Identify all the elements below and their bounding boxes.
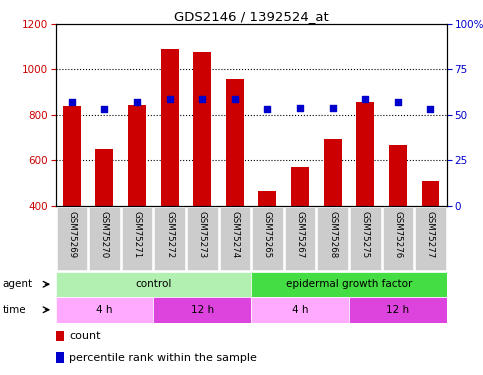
Point bbox=[329, 105, 337, 111]
Bar bbox=[226, 79, 244, 206]
Bar bbox=[251, 272, 447, 297]
Bar bbox=[415, 207, 446, 270]
Text: control: control bbox=[135, 279, 171, 289]
Point bbox=[361, 96, 369, 102]
Point bbox=[426, 106, 434, 112]
Text: 12 h: 12 h bbox=[191, 305, 214, 315]
Text: GSM75271: GSM75271 bbox=[132, 211, 142, 258]
Bar bbox=[220, 207, 250, 270]
Bar bbox=[96, 149, 114, 206]
Text: 4 h: 4 h bbox=[292, 305, 308, 315]
Text: 4 h: 4 h bbox=[96, 305, 113, 315]
Text: GSM75270: GSM75270 bbox=[100, 211, 109, 258]
Text: GSM75268: GSM75268 bbox=[328, 211, 337, 258]
Bar bbox=[317, 207, 348, 270]
Bar bbox=[285, 207, 315, 270]
Point bbox=[68, 99, 76, 105]
Text: GSM75274: GSM75274 bbox=[230, 211, 240, 258]
Bar bbox=[56, 331, 64, 341]
Text: GSM75269: GSM75269 bbox=[67, 211, 76, 258]
Bar bbox=[128, 105, 146, 206]
Point bbox=[296, 105, 304, 111]
Text: GSM75276: GSM75276 bbox=[393, 211, 402, 258]
Point bbox=[166, 96, 173, 102]
Point bbox=[264, 106, 271, 112]
Point bbox=[394, 99, 402, 105]
Point bbox=[100, 106, 108, 112]
Bar bbox=[383, 207, 413, 270]
Bar bbox=[356, 102, 374, 206]
Bar bbox=[389, 145, 407, 206]
Bar bbox=[252, 207, 283, 270]
Title: GDS2146 / 1392524_at: GDS2146 / 1392524_at bbox=[174, 10, 328, 23]
Bar bbox=[57, 207, 87, 270]
Text: epidermal growth factor: epidermal growth factor bbox=[286, 279, 412, 289]
Bar bbox=[193, 53, 211, 206]
Bar bbox=[56, 272, 251, 297]
Bar bbox=[161, 49, 179, 206]
Bar bbox=[258, 191, 276, 206]
Text: GSM75272: GSM75272 bbox=[165, 211, 174, 258]
Point bbox=[231, 96, 239, 102]
Bar bbox=[56, 297, 154, 322]
Bar bbox=[291, 167, 309, 206]
Bar bbox=[155, 207, 185, 270]
Point bbox=[133, 99, 141, 105]
Text: count: count bbox=[69, 331, 100, 341]
Bar bbox=[187, 207, 217, 270]
Bar bbox=[56, 352, 64, 363]
Text: time: time bbox=[2, 305, 26, 315]
Bar bbox=[154, 297, 251, 322]
Text: GSM75265: GSM75265 bbox=[263, 211, 272, 258]
Point bbox=[199, 96, 206, 102]
Text: GSM75273: GSM75273 bbox=[198, 211, 207, 258]
Bar bbox=[422, 181, 440, 206]
Text: 12 h: 12 h bbox=[386, 305, 410, 315]
Bar bbox=[251, 297, 349, 322]
Text: agent: agent bbox=[2, 279, 32, 289]
Text: GSM75277: GSM75277 bbox=[426, 211, 435, 258]
Bar bbox=[350, 207, 381, 270]
Bar bbox=[89, 207, 120, 270]
Bar bbox=[324, 139, 341, 206]
Text: percentile rank within the sample: percentile rank within the sample bbox=[69, 352, 257, 363]
Text: GSM75275: GSM75275 bbox=[361, 211, 370, 258]
Bar bbox=[122, 207, 152, 270]
Bar bbox=[63, 106, 81, 206]
Text: GSM75267: GSM75267 bbox=[296, 211, 305, 258]
Bar bbox=[349, 297, 447, 322]
